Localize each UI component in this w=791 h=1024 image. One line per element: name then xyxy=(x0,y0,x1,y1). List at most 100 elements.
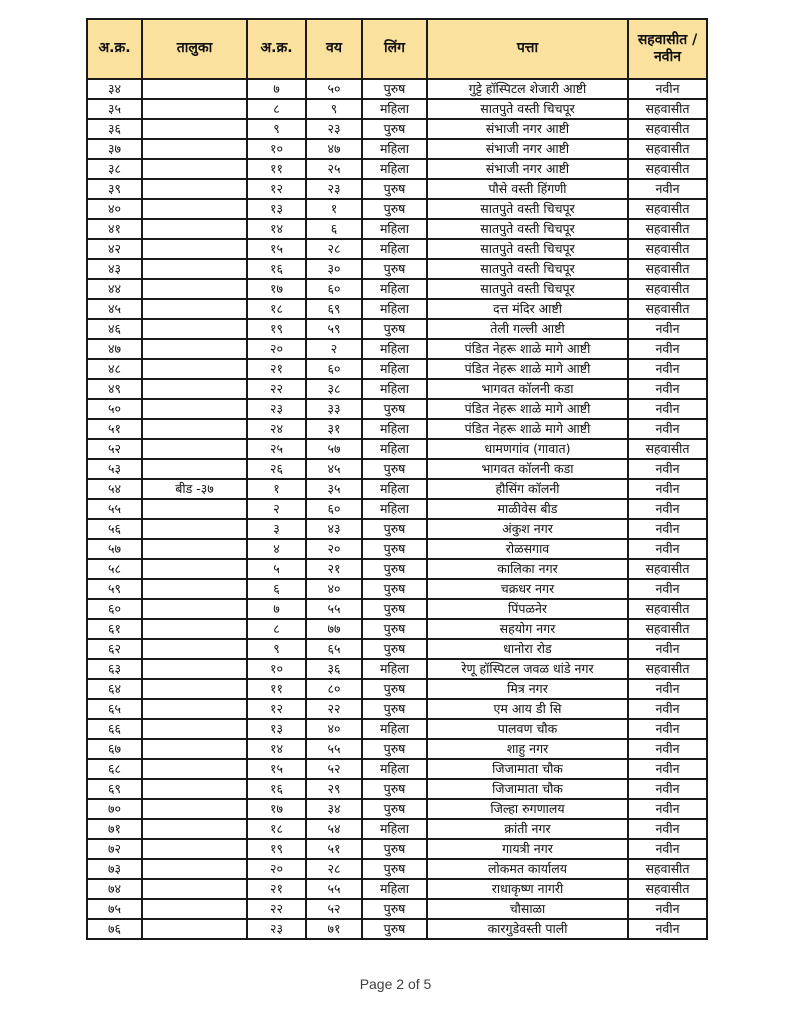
col-header-age: वय xyxy=(305,18,363,80)
cell-serial: ५३ xyxy=(86,458,143,480)
cell-age: ३१ xyxy=(305,418,363,440)
cell-serial: ४० xyxy=(86,198,143,220)
cell-taluka xyxy=(141,878,248,900)
table-row: ७६ २३ ७१ पुरुष कारगुडेवस्ती पाली नवीन xyxy=(86,918,708,940)
cell-gender: पुरुष xyxy=(361,898,428,920)
cell-gender: पुरुष xyxy=(361,118,428,140)
table-row: ६५ १२ २२ पुरुष एम आय डी सि नवीन xyxy=(86,698,708,720)
cell-status: नवीन xyxy=(627,398,708,420)
cell-gender: महिला xyxy=(361,478,428,500)
cell-age: ४० xyxy=(305,718,363,740)
cell-serial: ६९ xyxy=(86,778,143,800)
cell-serial: ३८ xyxy=(86,158,143,180)
cell-address: पिंपळनेर xyxy=(426,598,629,620)
cell-age: ७१ xyxy=(305,918,363,940)
cell-gender: महिला xyxy=(361,98,428,120)
cell-age: २८ xyxy=(305,858,363,880)
col-header-serial: अ.क्र. xyxy=(86,18,143,80)
cell-taluka xyxy=(141,638,248,660)
cell-serial: ४१ xyxy=(86,218,143,240)
cell-status: सहवासीत xyxy=(627,158,708,180)
cell-serial2: ३ xyxy=(246,518,307,540)
cell-serial: ४९ xyxy=(86,378,143,400)
cell-age: ३३ xyxy=(305,398,363,420)
cell-gender: पुरुष xyxy=(361,458,428,480)
cell-serial: ५५ xyxy=(86,498,143,520)
cell-serial: ५८ xyxy=(86,558,143,580)
cell-age: ३४ xyxy=(305,798,363,820)
cell-status: सहवासीत xyxy=(627,278,708,300)
cell-taluka xyxy=(141,358,248,380)
cell-age: ३८ xyxy=(305,378,363,400)
cell-address: धानोरा रोड xyxy=(426,638,629,660)
cell-serial2: २० xyxy=(246,858,307,880)
cell-serial2: १ xyxy=(246,478,307,500)
cell-age: २३ xyxy=(305,178,363,200)
cell-taluka xyxy=(141,338,248,360)
table-row: ३५ ८ ९ महिला सातपुते वस्ती चिचपूर सहवासीत xyxy=(86,98,708,120)
cell-age: २२ xyxy=(305,698,363,720)
cell-gender: महिला xyxy=(361,818,428,840)
cell-taluka xyxy=(141,578,248,600)
cell-address: सातपुते वस्ती चिचपूर xyxy=(426,258,629,280)
cell-gender: महिला xyxy=(361,158,428,180)
table-row: ५८ ५ २१ पुरुष कालिका नगर सहवासीत xyxy=(86,558,708,580)
cell-address: पंडित नेहरू शाळे मागे आष्टी xyxy=(426,358,629,380)
col-header-serial2: अ.क्र. xyxy=(246,18,307,80)
cell-age: २३ xyxy=(305,118,363,140)
table-row: ५६ ३ ४३ पुरुष अंकुश नगर नवीन xyxy=(86,518,708,540)
cell-taluka xyxy=(141,598,248,620)
cell-serial2: ११ xyxy=(246,678,307,700)
cell-serial: ३६ xyxy=(86,118,143,140)
cell-taluka xyxy=(141,118,248,140)
cell-status: नवीन xyxy=(627,918,708,940)
table-row: ५१ २४ ३१ महिला पंडित नेहरू शाळे मागे आष्टी नव… xyxy=(86,418,708,440)
cell-address: सातपुते वस्ती चिचपूर xyxy=(426,218,629,240)
cell-taluka xyxy=(141,918,248,940)
cell-gender: पुरुष xyxy=(361,538,428,560)
table-row: ७० १७ ३४ पुरुष जिल्हा रुगणालय नवीन xyxy=(86,798,708,820)
cell-gender: महिला xyxy=(361,358,428,380)
cell-gender: महिला xyxy=(361,498,428,520)
cell-serial2: २ xyxy=(246,498,307,520)
cell-status: सहवासीत xyxy=(627,118,708,140)
cell-gender: पुरुष xyxy=(361,258,428,280)
cell-taluka xyxy=(141,898,248,920)
cell-serial2: १० xyxy=(246,658,307,680)
cell-serial2: २३ xyxy=(246,398,307,420)
cell-status: नवीन xyxy=(627,698,708,720)
cell-serial: ६१ xyxy=(86,618,143,640)
cell-status: सहवासीत xyxy=(627,198,708,220)
cell-address: तेली गल्ली आष्टी xyxy=(426,318,629,340)
cell-status: नवीन xyxy=(627,498,708,520)
table-row: ४१ १४ ६ महिला सातपुते वस्ती चिचपूर सहवासीत xyxy=(86,218,708,240)
cell-address: लोकमत कार्यालय xyxy=(426,858,629,880)
cell-gender: पुरुष xyxy=(361,838,428,860)
cell-age: ५७ xyxy=(305,438,363,460)
cell-serial2: २१ xyxy=(246,358,307,380)
cell-age: ५० xyxy=(305,78,363,100)
cell-taluka xyxy=(141,218,248,240)
cell-age: ७७ xyxy=(305,618,363,640)
cell-gender: पुरुष xyxy=(361,78,428,100)
cell-address: जिजामाता चौक xyxy=(426,778,629,800)
cell-address: माळीवेस बीड xyxy=(426,498,629,520)
table-row: ६० ७ ५५ पुरुष पिंपळनेर सहवासीत xyxy=(86,598,708,620)
cell-serial2: १६ xyxy=(246,258,307,280)
cell-serial2: २२ xyxy=(246,378,307,400)
cell-gender: महिला xyxy=(361,338,428,360)
cell-age: २९ xyxy=(305,778,363,800)
cell-status: सहवासीत xyxy=(627,618,708,640)
cell-serial: ६६ xyxy=(86,718,143,740)
cell-serial2: १४ xyxy=(246,218,307,240)
cell-taluka xyxy=(141,398,248,420)
cell-address: गायत्री नगर xyxy=(426,838,629,860)
cell-serial: ३४ xyxy=(86,78,143,100)
cell-serial2: २५ xyxy=(246,438,307,460)
cell-serial2: ८ xyxy=(246,618,307,640)
cell-taluka xyxy=(141,498,248,520)
cell-address: चक्रधर नगर xyxy=(426,578,629,600)
table-row: ३४ ७ ५० पुरुष गुट्टे हॉस्पिटल शेजारी आष्टी नव… xyxy=(86,78,708,100)
cell-serial: ४२ xyxy=(86,238,143,260)
table-row: ५४ बीड -३७ १ ३५ महिला हौसिंग कॉलनी नवीन xyxy=(86,478,708,500)
